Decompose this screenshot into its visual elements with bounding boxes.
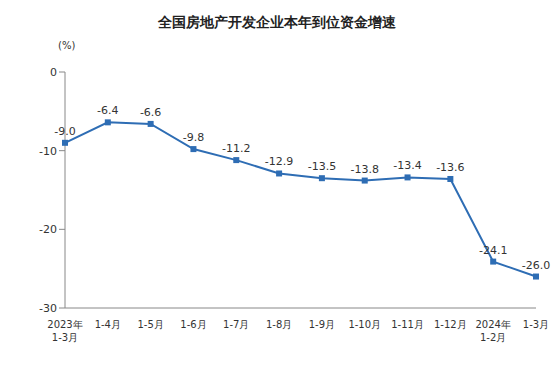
svg-text:1-12月: 1-12月 — [434, 319, 467, 330]
svg-text:-12.9: -12.9 — [265, 155, 293, 168]
svg-text:-13.8: -13.8 — [350, 163, 378, 176]
svg-text:-6.6: -6.6 — [140, 106, 161, 119]
svg-text:-13.6: -13.6 — [436, 161, 464, 174]
svg-text:-9.0: -9.0 — [54, 125, 75, 138]
svg-text:-10: -10 — [39, 145, 57, 158]
svg-text:1-6月: 1-6月 — [180, 319, 206, 330]
svg-text:-9.8: -9.8 — [183, 131, 204, 144]
svg-text:1-10月: 1-10月 — [348, 319, 381, 330]
svg-text:-13.5: -13.5 — [308, 160, 336, 173]
svg-text:-26.0: -26.0 — [522, 259, 546, 272]
html-text:全国房地产开发企业本年到位资金增速: 全国房地产开发企业本年到位资金增速 — [158, 14, 396, 30]
svg-text:-11.2: -11.2 — [222, 142, 250, 155]
svg-text:2024年1-2月: 2024年1-2月 — [475, 319, 510, 343]
svg-text:-6.4: -6.4 — [97, 104, 118, 117]
svg-text:-30: -30 — [39, 302, 57, 315]
svg-text:-24.1: -24.1 — [479, 244, 507, 257]
svg-text:1-9月: 1-9月 — [309, 319, 335, 330]
svg-text:1-3月: 1-3月 — [523, 319, 546, 330]
svg-text:1-4月: 1-4月 — [95, 319, 121, 330]
svg-text:1-5月: 1-5月 — [137, 319, 163, 330]
svg-text:0: 0 — [50, 66, 57, 79]
svg-text:1-8月: 1-8月 — [266, 319, 292, 330]
svg-text:-20: -20 — [39, 223, 57, 236]
svg-text:-13.4: -13.4 — [393, 159, 421, 172]
svg-text:2023年1-3月: 2023年1-3月 — [47, 319, 82, 343]
svg-text:1-11月: 1-11月 — [391, 319, 424, 330]
svg-text:1-7月: 1-7月 — [223, 319, 249, 330]
